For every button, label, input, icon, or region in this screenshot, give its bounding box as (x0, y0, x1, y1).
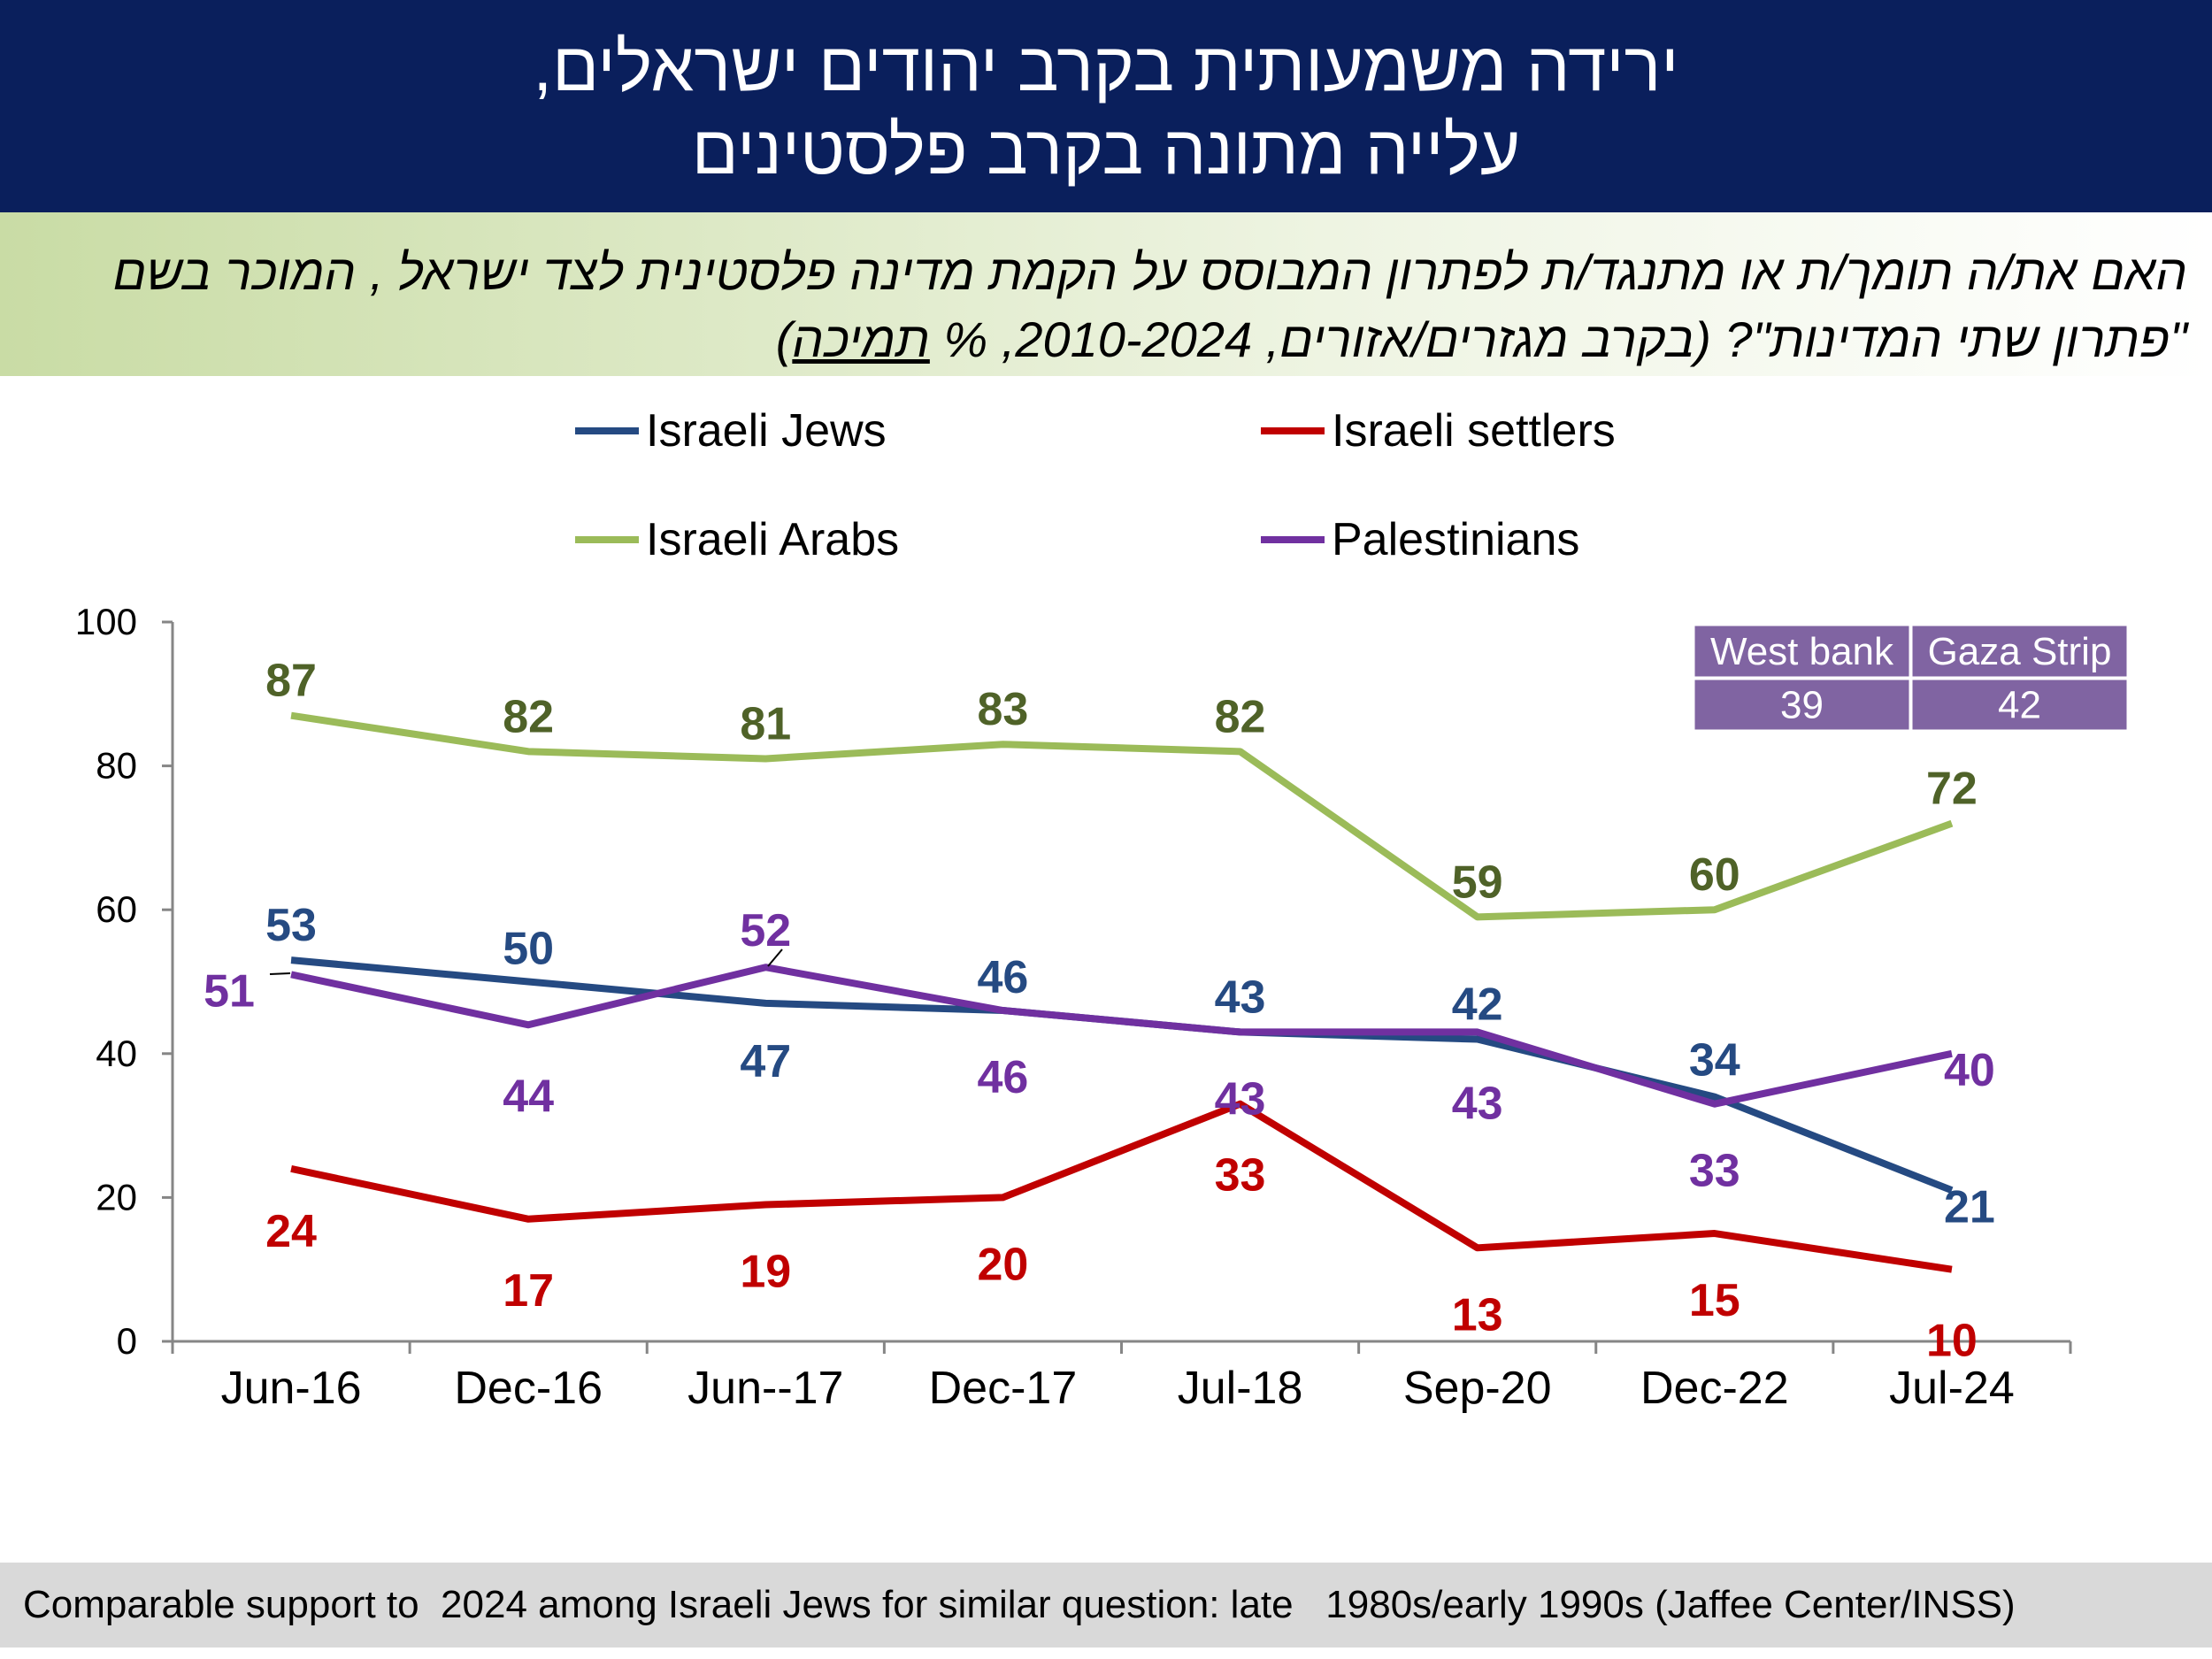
y-tick-label: 20 (96, 1176, 137, 1217)
data-label: 83 (978, 684, 1029, 735)
inset-table-header: Gaza Strip (1928, 630, 2112, 673)
axes: 0 20 40 60 80 100 Jun-16 Dec-16 Jun--17 Dec-17 Jul… (75, 601, 2072, 1414)
inset-table: West bank 39 Gaza Strip 42 (1692, 623, 2130, 733)
x-tick-label: Dec-22 (1640, 1363, 1789, 1414)
question-band: האם את/ה תומך/ת או מתנגד/ת לפתרון המבוסס… (0, 212, 2212, 376)
title-line-2: עלייה מתונה בקרב פלסטינים (691, 111, 1521, 188)
y-tick-label: 100 (75, 601, 137, 642)
data-label: 13 (1452, 1289, 1503, 1340)
data-label: 60 (1689, 849, 1740, 901)
line-chart: Israeli Jews Israeli settlers Israeli Arab… (75, 405, 2130, 1414)
data-label: 20 (978, 1239, 1029, 1290)
inset-table-cell (1909, 677, 2130, 733)
series-line (290, 964, 1953, 1108)
series-lines (269, 711, 1954, 1273)
data-label: 87 (265, 656, 317, 707)
data-label: 15 (1689, 1275, 1740, 1326)
data-label: 33 (1689, 1146, 1740, 1197)
data-label: 19 (740, 1247, 791, 1298)
data-label: 17 (503, 1265, 554, 1317)
data-label: 53 (265, 900, 317, 951)
x-tick-label: Jun--17 (687, 1363, 843, 1414)
data-label: 43 (1452, 1078, 1503, 1129)
legend: Israeli Jews Israeli settlers Israeli Arab… (575, 405, 1616, 565)
data-label: 43 (1215, 972, 1266, 1023)
inset-table-cell (1692, 677, 1912, 733)
data-label: 82 (503, 691, 554, 742)
data-label: 72 (1926, 764, 1978, 815)
question-line-1: האם את/ה תומך/ת או מתנגד/ת לפתרון המבוסס… (112, 244, 2187, 300)
leader-line (767, 949, 783, 967)
legend-label: Israeli Arabs (646, 514, 899, 565)
data-label: 82 (1215, 691, 1266, 742)
data-label: 47 (740, 1036, 791, 1087)
y-tick-label: 40 (96, 1033, 137, 1074)
question-line-2: "פתרון שתי המדינות"? (בקרב מגזרים/אזורים… (53, 306, 2187, 373)
data-label: 46 (978, 1052, 1029, 1103)
data-label: 34 (1689, 1035, 1740, 1087)
series-line (290, 711, 1954, 921)
data-label: 50 (503, 924, 554, 975)
question-line-2-text: "פתרון שתי המדינות"? (בקרב מגזרים/אזורים… (929, 311, 2187, 367)
x-tick-label: Jun-16 (221, 1363, 362, 1414)
x-tick-label: Jul-24 (1889, 1363, 2015, 1414)
data-label: 43 (1215, 1073, 1266, 1125)
inset-table-cell (1909, 623, 2130, 680)
leader-line (269, 972, 291, 975)
data-label: 51 (204, 965, 255, 1017)
data-label: 59 (1452, 856, 1503, 908)
legend-label: Israeli Jews (646, 405, 887, 457)
y-tick-label: 0 (117, 1320, 137, 1362)
inset-table-header: West bank (1710, 630, 1894, 673)
data-label: 46 (978, 952, 1029, 1003)
series-line (290, 1100, 1953, 1273)
data-label: 21 (1944, 1181, 1995, 1233)
y-tick-label: 60 (96, 888, 137, 930)
x-tick-label: Jul-18 (1178, 1363, 1303, 1414)
legend-label: Palestinians (1332, 514, 1579, 565)
legend-label: Israeli settlers (1332, 405, 1616, 457)
footer-note: Comparable support to 2024 among Israeli… (0, 1563, 2212, 1647)
data-labels: 53 50 47 46 43 42 34 21 24 17 19 20 33 13 15 10 87 82 81 83… (204, 656, 1995, 1367)
question-line-2-close: ) (775, 311, 793, 367)
data-label: 81 (740, 698, 791, 749)
data-label: 33 (1215, 1150, 1266, 1202)
y-tick-label: 80 (96, 745, 137, 787)
x-tick-label: Dec-17 (929, 1363, 1078, 1414)
x-tick-label: Sep-20 (1403, 1363, 1552, 1414)
data-label: 52 (740, 905, 791, 956)
data-label: 24 (265, 1206, 317, 1257)
data-label: 42 (1452, 979, 1503, 1031)
inset-table-value: 42 (1998, 684, 2041, 727)
data-label: 44 (503, 1071, 554, 1122)
inset-table-value: 39 (1780, 684, 1824, 727)
data-label: 10 (1926, 1316, 1978, 1367)
title-line-1: ירידה משמעותית בקרב יהודים ישראלים, (533, 27, 1679, 105)
question-support-word: תמיכה (792, 311, 930, 367)
title-banner: ירידה משמעותית בקרב יהודים ישראלים, עליי… (0, 0, 2212, 212)
data-label: 40 (1944, 1045, 1995, 1096)
x-tick-label: Dec-16 (454, 1363, 603, 1414)
